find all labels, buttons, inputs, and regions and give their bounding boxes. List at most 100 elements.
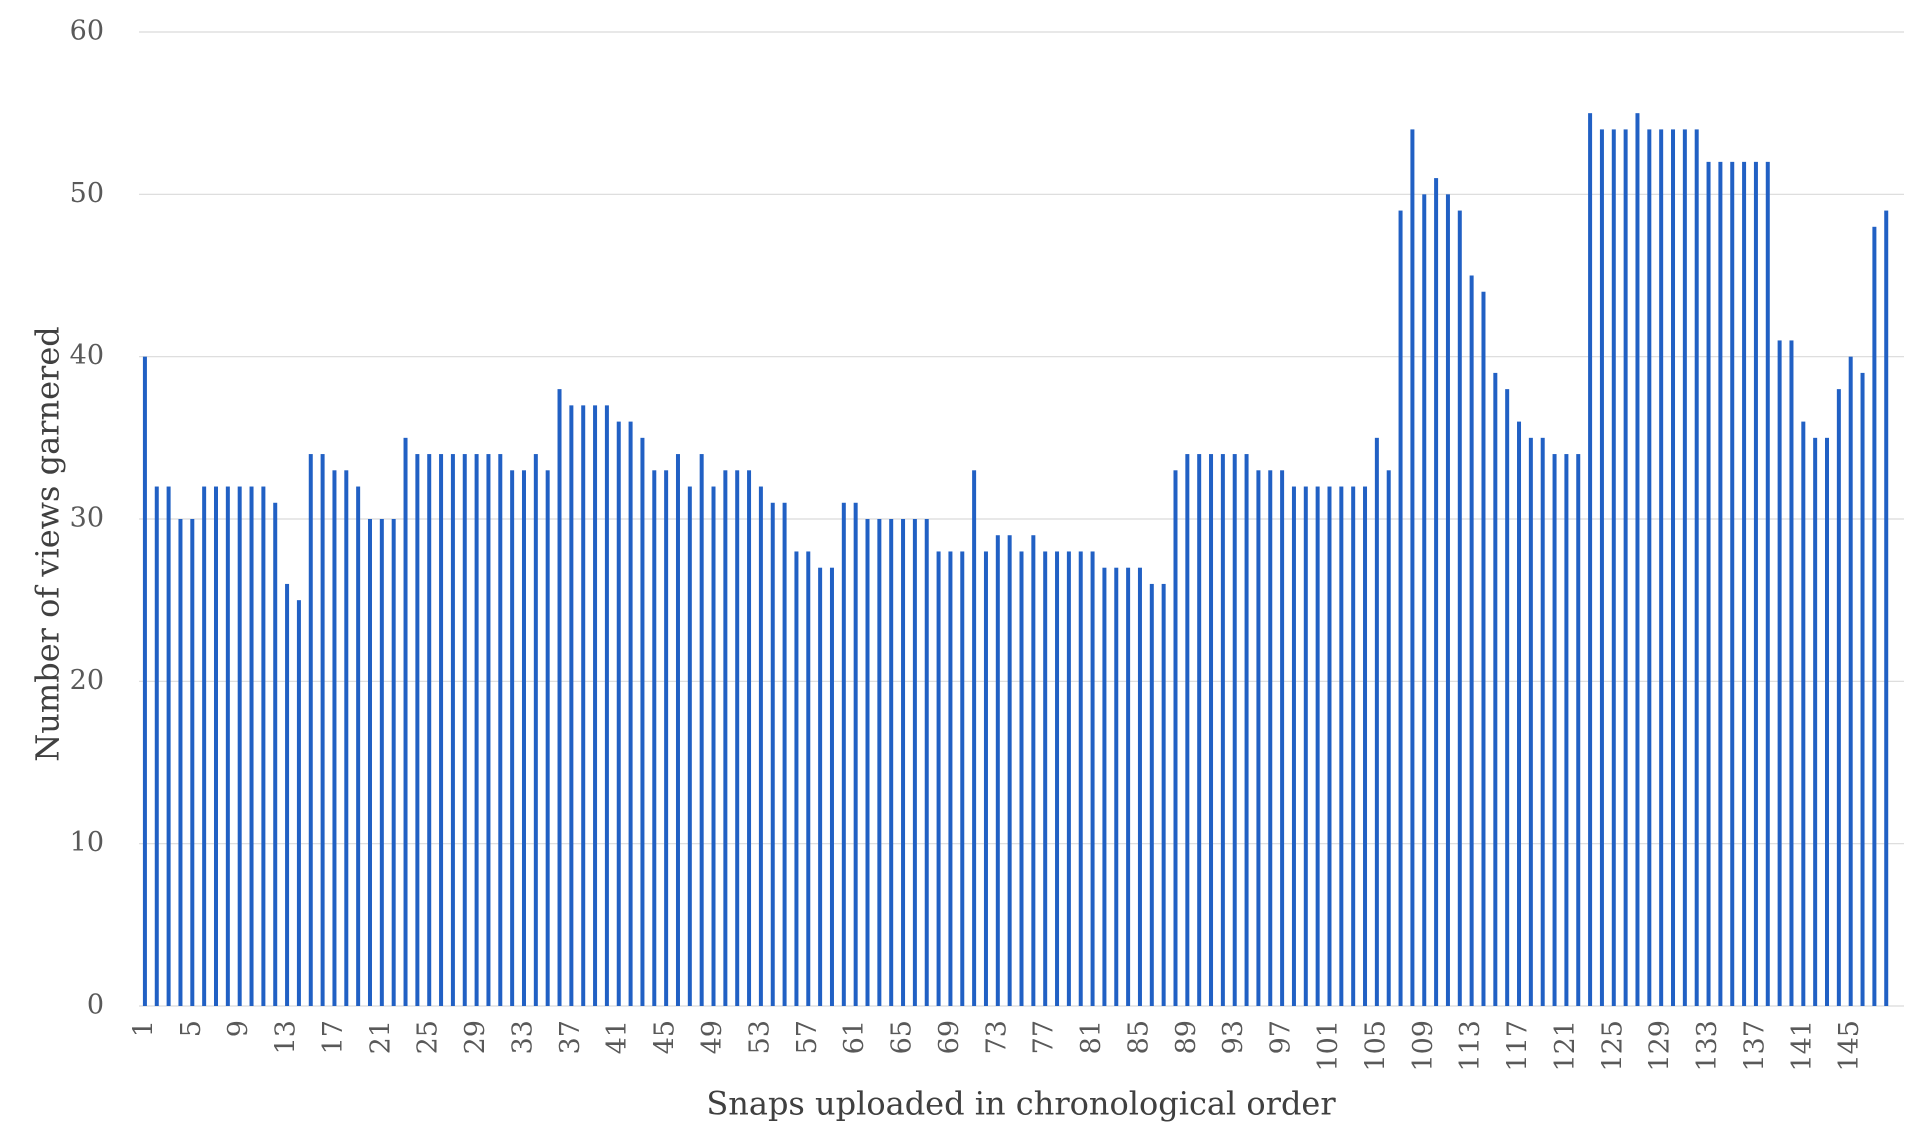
bar — [758, 486, 763, 1006]
x-tick-label: 73 — [981, 1020, 1012, 1054]
bar — [995, 535, 1000, 1006]
x-tick-label: 137 — [1739, 1020, 1770, 1072]
bar — [557, 389, 562, 1007]
bar — [1244, 454, 1249, 1007]
bar — [711, 486, 716, 1006]
x-tick-label: 81 — [1076, 1020, 1107, 1054]
y-axis-title: Number of views garnered — [29, 326, 67, 761]
x-tick-label: 77 — [1029, 1020, 1060, 1054]
x-tick-label: 25 — [413, 1020, 444, 1054]
y-tick-label: 30 — [70, 503, 104, 534]
bar — [1611, 129, 1616, 1006]
y-tick-label: 50 — [70, 178, 104, 209]
bar — [1398, 210, 1403, 1007]
bar — [1137, 567, 1142, 1006]
bar — [202, 486, 207, 1006]
bar — [640, 437, 645, 1006]
bar — [486, 454, 491, 1007]
bar — [782, 502, 787, 1006]
bar — [1647, 129, 1652, 1006]
bar — [1576, 454, 1581, 1007]
bar — [889, 519, 894, 1006]
bar — [1303, 486, 1308, 1006]
bar — [901, 519, 906, 1006]
bar — [1315, 486, 1320, 1006]
bar — [818, 567, 823, 1006]
bar — [1019, 551, 1024, 1006]
x-tick-label: 97 — [1266, 1020, 1297, 1054]
bar — [1173, 470, 1178, 1006]
x-tick-label: 145 — [1834, 1020, 1865, 1072]
bar — [877, 519, 882, 1006]
bar — [1813, 437, 1818, 1006]
bar — [1635, 113, 1640, 1006]
bar — [1280, 470, 1285, 1006]
bar — [462, 454, 467, 1007]
bar — [983, 551, 988, 1006]
bar — [1220, 454, 1225, 1007]
bar — [687, 486, 692, 1006]
bar — [960, 551, 965, 1006]
x-tick-label: 109 — [1408, 1020, 1439, 1072]
x-tick-label: 125 — [1597, 1020, 1628, 1072]
bar — [1327, 486, 1332, 1006]
bar — [1517, 421, 1522, 1007]
x-tick-label: 113 — [1455, 1020, 1486, 1072]
bar — [1102, 567, 1107, 1006]
bar — [510, 470, 515, 1006]
bar — [213, 486, 218, 1006]
x-tick-label: 93 — [1218, 1020, 1249, 1054]
bar — [747, 470, 752, 1006]
bar — [1836, 389, 1841, 1007]
bar — [841, 502, 846, 1006]
x-tick-label: 121 — [1550, 1020, 1581, 1072]
x-tick-label: 29 — [460, 1020, 491, 1054]
bar — [1161, 583, 1166, 1006]
x-tick-label: 45 — [650, 1020, 681, 1054]
bar — [1753, 161, 1758, 1006]
bar — [1055, 551, 1060, 1006]
x-tick-label: 89 — [1171, 1020, 1202, 1054]
x-tick-label: 33 — [507, 1020, 538, 1054]
bar — [581, 405, 586, 1006]
bar — [1659, 129, 1664, 1006]
bar — [948, 551, 953, 1006]
bar — [1434, 178, 1439, 1007]
bar — [1410, 129, 1415, 1006]
bar — [1126, 567, 1131, 1006]
x-tick-label: 9 — [223, 1020, 254, 1037]
bar — [1078, 551, 1083, 1006]
bar — [865, 519, 870, 1006]
bar — [367, 519, 372, 1006]
bar — [1363, 486, 1368, 1006]
bar — [533, 454, 538, 1007]
x-tick-label: 69 — [934, 1020, 965, 1054]
bar — [344, 470, 349, 1006]
bar — [628, 421, 633, 1007]
bar — [1149, 583, 1154, 1006]
bar — [225, 486, 230, 1006]
bar — [521, 470, 526, 1006]
bar — [1232, 454, 1237, 1007]
bar — [675, 454, 680, 1007]
bar — [1339, 486, 1344, 1006]
bar — [1386, 470, 1391, 1006]
bar — [190, 519, 195, 1006]
bar — [1351, 486, 1356, 1006]
bar — [1066, 551, 1071, 1006]
x-tick-label: 53 — [744, 1020, 775, 1054]
bar — [735, 470, 740, 1006]
bar — [1765, 161, 1770, 1006]
bar — [320, 454, 325, 1007]
bar — [1445, 194, 1450, 1007]
bar — [1256, 470, 1261, 1006]
bar — [1043, 551, 1048, 1006]
bar — [1493, 372, 1498, 1006]
bar — [1718, 161, 1723, 1006]
bar — [770, 502, 775, 1006]
bar — [1528, 437, 1533, 1006]
bar — [332, 470, 337, 1006]
bar — [1469, 275, 1474, 1006]
bar — [1422, 194, 1427, 1007]
